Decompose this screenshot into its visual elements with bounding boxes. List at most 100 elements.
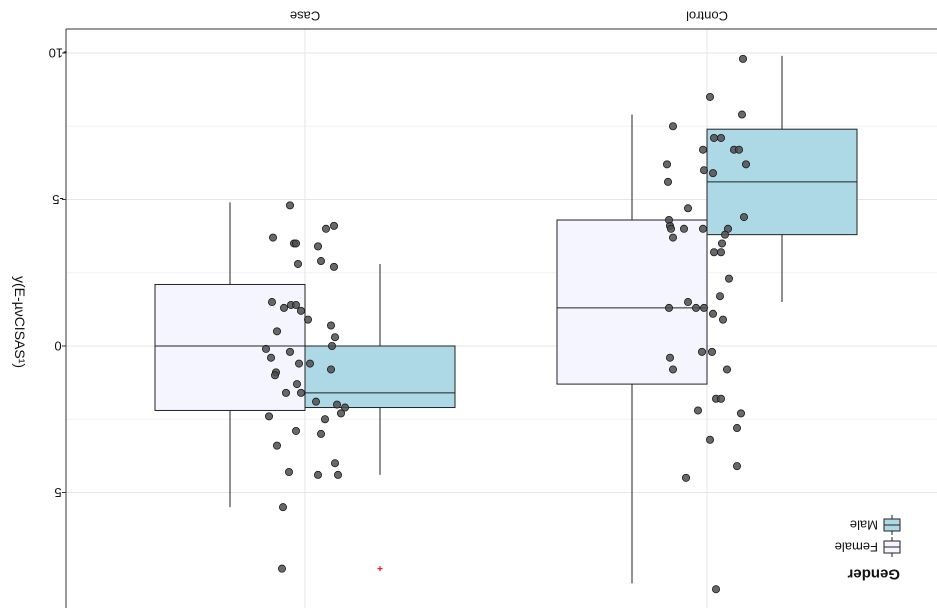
data-point-case-19 bbox=[261, 344, 270, 353]
box-control-male bbox=[706, 55, 858, 303]
data-point-case-27 bbox=[270, 371, 279, 380]
data-point-case-5 bbox=[329, 221, 338, 230]
data-point-control-46 bbox=[739, 54, 748, 63]
data-point-case-10 bbox=[267, 298, 276, 307]
data-point-case-12 bbox=[291, 300, 300, 309]
data-point-case-41 bbox=[284, 467, 293, 476]
data-point-case-38 bbox=[272, 441, 281, 450]
data-point-case-1 bbox=[268, 233, 277, 242]
data-point-control-83 bbox=[666, 353, 675, 362]
legend-entry-female: Female bbox=[835, 537, 901, 557]
data-point-control-55 bbox=[663, 160, 672, 169]
data-point-control-85 bbox=[723, 365, 732, 374]
y-axis-label-group: y(E-µνCISAS¹) bbox=[12, 276, 28, 368]
data-point-control-87 bbox=[717, 394, 726, 403]
data-point-control-84 bbox=[669, 365, 678, 374]
data-point-control-77 bbox=[692, 303, 701, 312]
data-point-case-18 bbox=[330, 333, 339, 342]
data-point-case-40 bbox=[330, 459, 339, 468]
data-point-case-45 bbox=[277, 564, 286, 573]
legend-label-female: Female bbox=[835, 540, 878, 555]
y-tick-label-3: 5 bbox=[54, 485, 61, 500]
data-point-case-16 bbox=[272, 327, 281, 336]
box-layer bbox=[154, 55, 858, 584]
data-point-control-91 bbox=[706, 435, 715, 444]
data-point-case-3 bbox=[291, 239, 300, 248]
data-point-case-24 bbox=[305, 359, 314, 368]
box-iqr bbox=[154, 283, 306, 411]
data-point-control-90 bbox=[733, 424, 742, 433]
y-tick-label-2: 0 bbox=[54, 339, 61, 354]
data-point-case-7 bbox=[316, 257, 325, 266]
data-point-control-70 bbox=[718, 239, 727, 248]
data-point-case-0 bbox=[285, 201, 294, 210]
jitter-points bbox=[261, 54, 751, 594]
box-control-female bbox=[556, 114, 708, 584]
data-point-control-80 bbox=[719, 315, 728, 324]
y-tick-label-0: -10 bbox=[49, 46, 68, 61]
data-point-case-35 bbox=[264, 412, 273, 421]
data-point-control-66 bbox=[699, 224, 708, 233]
data-point-case-9 bbox=[329, 262, 338, 271]
data-point-case-26 bbox=[326, 365, 335, 374]
data-point-control-49 bbox=[669, 122, 678, 131]
data-point-control-64 bbox=[667, 224, 676, 233]
y-tick-label-1: -5 bbox=[52, 192, 64, 207]
box-iqr bbox=[556, 219, 708, 385]
legend-title: Gender bbox=[847, 566, 900, 583]
data-point-case-4 bbox=[321, 224, 330, 233]
data-point-control-94 bbox=[712, 585, 721, 594]
data-point-control-51 bbox=[717, 133, 726, 142]
data-point-case-21 bbox=[285, 347, 294, 356]
data-point-control-54 bbox=[735, 145, 744, 154]
data-point-case-43 bbox=[333, 470, 342, 479]
y-axis-label: y(E-µνCISAS¹) bbox=[12, 276, 28, 368]
box-case-female bbox=[154, 202, 306, 508]
data-point-case-14 bbox=[296, 306, 305, 315]
data-point-case-34 bbox=[336, 409, 345, 418]
data-point-control-48 bbox=[738, 110, 747, 119]
data-point-case-8 bbox=[293, 259, 302, 268]
data-point-control-75 bbox=[665, 303, 674, 312]
data-point-control-68 bbox=[721, 230, 730, 239]
data-point-control-60 bbox=[684, 204, 693, 213]
data-point-control-89 bbox=[694, 406, 703, 415]
data-point-case-15 bbox=[303, 315, 312, 324]
outlier-0 bbox=[377, 566, 383, 572]
facet-strips: Case Control bbox=[290, 9, 728, 24]
box-case-male bbox=[304, 263, 456, 475]
data-point-control-59 bbox=[664, 177, 673, 186]
data-point-case-37 bbox=[291, 426, 300, 435]
data-point-control-88 bbox=[737, 409, 746, 418]
panel-frame bbox=[65, 28, 937, 608]
data-point-case-42 bbox=[313, 470, 322, 479]
data-point-control-69 bbox=[669, 233, 678, 242]
data-point-case-30 bbox=[296, 388, 305, 397]
legend-entry-male: Male bbox=[850, 515, 901, 535]
data-point-control-76 bbox=[684, 298, 693, 307]
data-point-control-65 bbox=[680, 224, 689, 233]
facet-label-control: Control bbox=[686, 9, 728, 24]
data-point-case-32 bbox=[332, 400, 341, 409]
data-point-case-23 bbox=[294, 359, 303, 368]
data-point-case-36 bbox=[320, 415, 329, 424]
data-point-control-73 bbox=[725, 274, 734, 283]
data-point-case-39 bbox=[316, 429, 325, 438]
data-point-control-56 bbox=[700, 166, 709, 175]
data-point-case-44 bbox=[278, 503, 287, 512]
data-point-control-74 bbox=[716, 292, 725, 301]
data-point-control-50 bbox=[710, 133, 719, 142]
data-point-case-17 bbox=[326, 321, 335, 330]
data-point-control-78 bbox=[700, 303, 709, 312]
data-point-control-58 bbox=[742, 160, 751, 169]
data-point-case-31 bbox=[311, 397, 320, 406]
data-point-control-82 bbox=[708, 347, 717, 356]
data-point-control-72 bbox=[717, 248, 726, 257]
data-point-control-57 bbox=[709, 169, 718, 178]
data-point-control-61 bbox=[740, 213, 749, 222]
data-point-case-20 bbox=[327, 341, 336, 350]
data-point-control-52 bbox=[699, 145, 708, 154]
data-point-case-6 bbox=[313, 242, 322, 251]
box-iqr bbox=[304, 345, 456, 409]
